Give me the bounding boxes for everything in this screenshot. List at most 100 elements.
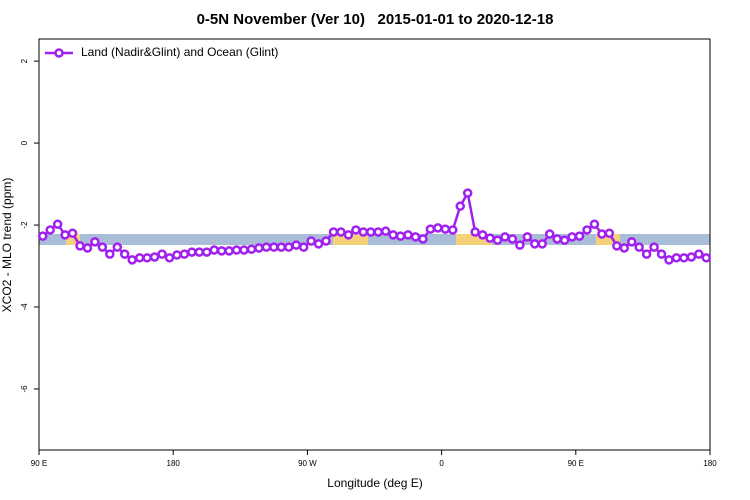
point [90,237,100,247]
point [455,201,465,211]
point [366,227,376,237]
point [522,232,533,242]
point [530,239,540,249]
ocean-band [39,234,710,245]
point [202,247,212,257]
point [187,247,197,257]
point [664,255,674,265]
y-tick-label: 2 [20,58,29,63]
y-tick-label: 0 [20,140,29,145]
point [492,235,503,245]
point [649,242,659,252]
point [321,236,331,246]
y-tick-label: -2 [20,221,29,229]
point [209,245,219,255]
point [507,234,518,244]
point [403,230,413,240]
point [462,188,473,198]
point [157,249,167,259]
point [671,253,682,263]
series-line [41,189,707,262]
point [179,249,190,259]
point [515,240,525,250]
point [656,249,667,259]
point [52,219,63,229]
point [619,243,630,253]
point [380,226,391,236]
point [679,253,689,263]
point [254,243,264,253]
point [239,245,249,255]
point [119,249,130,259]
point [60,230,70,240]
x-tick-label: 180 [703,459,717,468]
point [634,242,644,252]
point [537,239,547,249]
y-axis-label: XCO2 - MLO trend (ppm) [0,178,14,313]
x-tick-label: 90 E [568,459,584,468]
point [470,227,480,237]
point [373,227,383,237]
surface-band [39,234,710,245]
x-axis-label: Longitude (deg E) [327,476,422,490]
y-tick-label: -4 [20,303,29,311]
point [45,225,55,235]
point [612,241,622,251]
plot-frame [38,38,711,451]
chart-title: 0-5N November (Ver 10) 2015-01-01 to 202… [197,11,554,28]
point [641,249,652,259]
point [224,246,234,256]
point [112,242,123,252]
point [284,242,294,252]
point [358,227,369,237]
point [485,233,495,243]
point [194,247,205,257]
point [134,253,145,263]
point [261,242,272,252]
land-band [66,234,80,245]
point [216,246,227,256]
point [313,239,324,249]
point [552,234,562,244]
point [105,249,115,259]
point [567,232,577,242]
point [149,252,160,262]
y-tick-label: -6 [20,385,29,393]
point [276,242,287,252]
point [298,242,309,252]
point [604,228,615,238]
point [164,253,175,263]
point [582,225,592,235]
land-band [333,234,368,245]
point [172,250,182,260]
point [291,240,301,250]
point [544,229,555,239]
x-tick-label: 180 [167,459,181,468]
point [626,237,637,247]
point [97,242,108,252]
point [127,255,137,265]
point [597,229,607,239]
point [306,236,316,246]
x-tick-label: 0 [439,459,444,468]
land-band [456,234,492,245]
point [425,224,436,234]
legend-label: Land (Nadir&Glint) and Ocean (Glint) [81,45,278,59]
point [343,230,354,240]
x-tick-label: 90 E [31,459,47,468]
point [395,231,406,241]
point [336,227,346,237]
legend-marker [54,48,64,58]
point [686,252,697,262]
point [440,224,451,234]
point [269,242,279,252]
point [37,231,48,241]
point [418,234,428,244]
point [231,245,242,255]
land-band [596,234,620,245]
point [701,253,712,263]
point [574,231,585,241]
point [559,235,570,245]
point [142,253,152,263]
